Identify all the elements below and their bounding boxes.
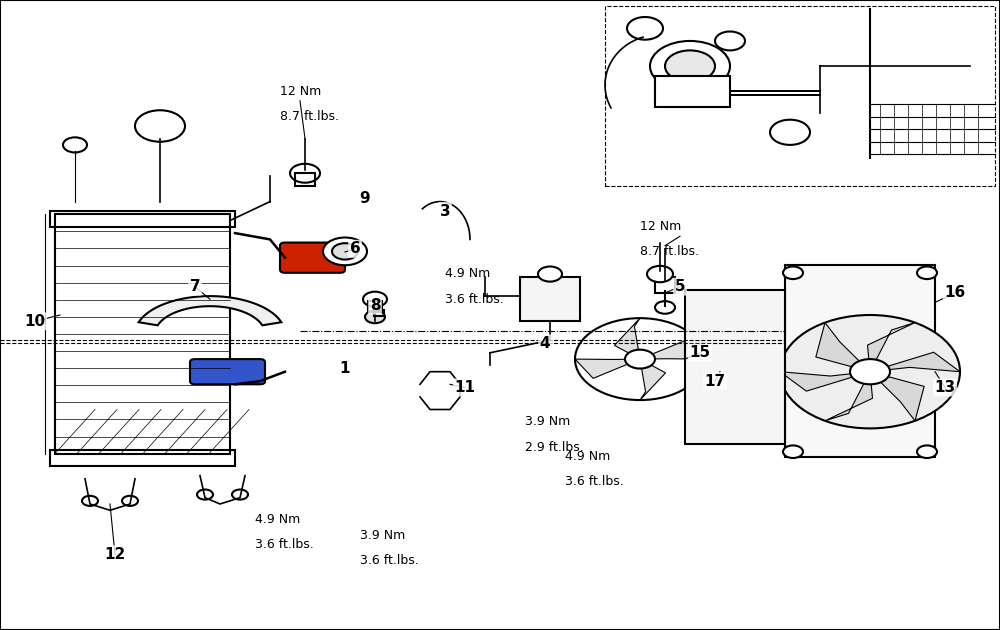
Bar xyxy=(50,450,235,466)
Text: 10: 10 xyxy=(24,314,46,329)
Circle shape xyxy=(715,32,745,50)
Polygon shape xyxy=(780,372,870,391)
Bar xyxy=(785,265,935,457)
Circle shape xyxy=(850,359,890,384)
Bar xyxy=(55,214,230,454)
Text: 3.9 Nm: 3.9 Nm xyxy=(360,529,405,542)
Circle shape xyxy=(332,243,358,260)
Circle shape xyxy=(665,50,715,82)
Text: 7: 7 xyxy=(190,279,200,294)
Polygon shape xyxy=(614,318,640,359)
Polygon shape xyxy=(640,359,666,400)
FancyBboxPatch shape xyxy=(280,243,345,273)
Circle shape xyxy=(363,292,387,307)
Text: 3.6 ft.lbs.: 3.6 ft.lbs. xyxy=(445,292,504,306)
Circle shape xyxy=(627,17,663,40)
Circle shape xyxy=(783,266,803,279)
Text: 13: 13 xyxy=(934,380,956,395)
Circle shape xyxy=(647,266,673,282)
Bar xyxy=(374,310,384,316)
Text: 6: 6 xyxy=(350,241,360,256)
Text: 4.9 Nm: 4.9 Nm xyxy=(565,450,610,463)
Text: 3.6 ft.lbs.: 3.6 ft.lbs. xyxy=(565,475,624,488)
Bar xyxy=(605,6,995,186)
Circle shape xyxy=(917,445,937,458)
Circle shape xyxy=(135,110,185,142)
Text: 8: 8 xyxy=(370,298,380,313)
Text: 4: 4 xyxy=(540,336,550,351)
Polygon shape xyxy=(825,372,872,421)
Bar xyxy=(295,173,315,186)
Text: 12: 12 xyxy=(104,547,126,562)
Text: 4.9 Nm: 4.9 Nm xyxy=(445,267,490,280)
Text: 11: 11 xyxy=(454,380,476,395)
Polygon shape xyxy=(640,340,705,359)
Bar xyxy=(368,301,382,312)
Circle shape xyxy=(365,311,385,323)
Text: 9: 9 xyxy=(360,191,370,206)
Text: 8.7 ft.lbs.: 8.7 ft.lbs. xyxy=(640,245,699,258)
Circle shape xyxy=(780,315,960,428)
Polygon shape xyxy=(139,296,281,325)
Circle shape xyxy=(917,266,937,279)
Bar xyxy=(685,290,785,444)
Text: 2.9 ft.lbs.: 2.9 ft.lbs. xyxy=(525,440,584,454)
Text: 12 Nm: 12 Nm xyxy=(280,84,321,98)
Text: 3.6 ft.lbs.: 3.6 ft.lbs. xyxy=(255,538,314,551)
Text: 8.7 ft.lbs.: 8.7 ft.lbs. xyxy=(280,110,339,123)
Polygon shape xyxy=(575,359,640,379)
Text: 3.9 Nm: 3.9 Nm xyxy=(525,415,570,428)
Circle shape xyxy=(323,238,367,265)
Polygon shape xyxy=(870,352,960,372)
Bar xyxy=(655,76,730,107)
Text: 4.9 Nm: 4.9 Nm xyxy=(255,513,300,526)
Circle shape xyxy=(625,350,655,369)
Circle shape xyxy=(538,266,562,282)
Circle shape xyxy=(290,164,320,183)
Bar xyxy=(50,211,235,227)
Text: 3.6 ft.lbs.: 3.6 ft.lbs. xyxy=(360,554,419,567)
Polygon shape xyxy=(868,323,915,372)
Circle shape xyxy=(770,120,810,145)
Circle shape xyxy=(783,445,803,458)
Text: 15: 15 xyxy=(689,345,711,360)
Polygon shape xyxy=(870,372,924,421)
Text: 17: 17 xyxy=(704,374,726,389)
Polygon shape xyxy=(816,323,870,372)
Text: 16: 16 xyxy=(944,285,966,301)
Bar xyxy=(520,277,580,321)
Text: 5: 5 xyxy=(675,279,685,294)
FancyBboxPatch shape xyxy=(190,359,265,384)
Text: 1: 1 xyxy=(340,361,350,376)
Circle shape xyxy=(650,41,730,91)
Text: 3: 3 xyxy=(440,203,450,219)
Bar xyxy=(655,277,675,293)
Text: 12 Nm: 12 Nm xyxy=(640,220,681,233)
